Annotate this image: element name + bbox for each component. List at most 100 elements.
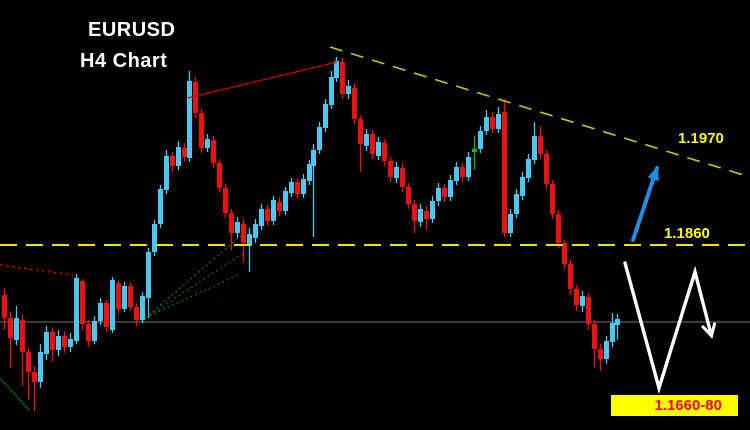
candle-body <box>289 182 294 193</box>
candle-body <box>26 352 31 372</box>
candle-body <box>259 209 264 226</box>
candle-body <box>217 163 222 188</box>
candle-body <box>538 136 543 154</box>
candle-body <box>574 289 579 305</box>
candle-body <box>615 319 620 325</box>
candle-body <box>164 156 169 190</box>
candle-body <box>346 86 351 94</box>
candle-body <box>98 303 103 321</box>
candle-body <box>484 117 489 131</box>
candle-body <box>134 307 139 320</box>
candle-body <box>329 77 334 105</box>
candle-body <box>526 159 531 178</box>
blue-up-arrow <box>631 166 659 242</box>
candle-body <box>20 320 25 352</box>
candle-body <box>187 81 192 158</box>
candle-body <box>598 349 603 359</box>
candle-body <box>442 188 447 197</box>
candle-body <box>14 318 19 340</box>
candle-body <box>532 136 537 160</box>
candle-body <box>110 280 115 330</box>
candle-body <box>229 213 234 233</box>
candle-body <box>592 324 597 349</box>
candle-body <box>436 188 441 201</box>
candle-body <box>604 341 609 359</box>
candle-body <box>170 156 175 166</box>
candle-body <box>430 201 435 219</box>
green-solid-line <box>0 377 31 412</box>
candle-body <box>340 62 345 94</box>
candle-body <box>307 164 312 181</box>
candle-body <box>152 224 157 252</box>
candle-body <box>92 321 97 341</box>
red-dotted-line <box>0 264 74 276</box>
candle-body <box>580 296 585 306</box>
candle-body <box>388 161 393 177</box>
target-zone-label: 1.1660-80 <box>654 397 722 414</box>
candle-body <box>50 332 55 350</box>
candle-body <box>295 182 300 194</box>
candle-body <box>235 222 240 233</box>
candle-body <box>418 209 423 222</box>
candle-body <box>247 234 252 246</box>
candle-body <box>86 324 91 341</box>
candle-body <box>514 194 519 214</box>
target-zone-badge: 1.1660-80 <box>611 395 738 416</box>
candle-body <box>568 264 573 289</box>
green-fan-line-3 <box>144 273 241 319</box>
candle-body <box>317 127 322 150</box>
candle-body <box>277 202 282 211</box>
candle-body <box>556 214 561 243</box>
candle-body <box>44 332 49 354</box>
candle-body <box>478 131 483 149</box>
candle-body <box>199 113 204 148</box>
candle-body <box>520 177 525 196</box>
support-level-label: 1.1860 <box>664 225 710 242</box>
candle-body <box>301 179 306 194</box>
candle-body <box>400 168 405 187</box>
candle-body <box>370 134 375 154</box>
candle-body <box>158 189 163 224</box>
candle-body <box>454 167 459 181</box>
candle-body <box>466 157 471 177</box>
candlesticks <box>2 57 620 411</box>
candle-body <box>211 140 216 163</box>
candle-body <box>364 134 369 146</box>
candle-body <box>334 61 339 78</box>
candle-body <box>271 200 276 221</box>
candle-body <box>80 281 85 324</box>
candle-body <box>394 167 399 178</box>
candle-body <box>122 286 127 309</box>
candle-body <box>56 336 61 350</box>
candle-body <box>502 112 507 233</box>
timeframe-title: H4 Chart <box>80 50 168 72</box>
candle-body <box>74 278 79 341</box>
candle-body <box>68 339 73 347</box>
candle-body <box>376 142 381 156</box>
instrument-title: EURUSD <box>88 19 176 41</box>
candle-body <box>496 114 501 129</box>
candle-body <box>323 104 328 128</box>
candle-body <box>586 297 591 324</box>
candle-body <box>32 372 37 382</box>
candle-body <box>448 180 453 197</box>
candle-body <box>490 117 495 129</box>
candle-body <box>62 336 67 347</box>
candle-body <box>128 286 133 307</box>
candle-body <box>265 209 270 221</box>
green-fan-line-1 <box>144 229 249 319</box>
candle-body <box>382 143 387 161</box>
green-fan-line-2 <box>144 251 246 319</box>
candle-body <box>460 167 465 177</box>
candle-body <box>193 82 198 113</box>
descending-trendline <box>329 46 750 178</box>
candle-body <box>104 303 109 327</box>
candle-body <box>311 150 316 166</box>
candle-body <box>544 154 549 184</box>
candle-body <box>182 148 187 157</box>
candle-body <box>176 147 181 166</box>
candle-body <box>241 224 246 243</box>
candle-body <box>424 211 429 219</box>
